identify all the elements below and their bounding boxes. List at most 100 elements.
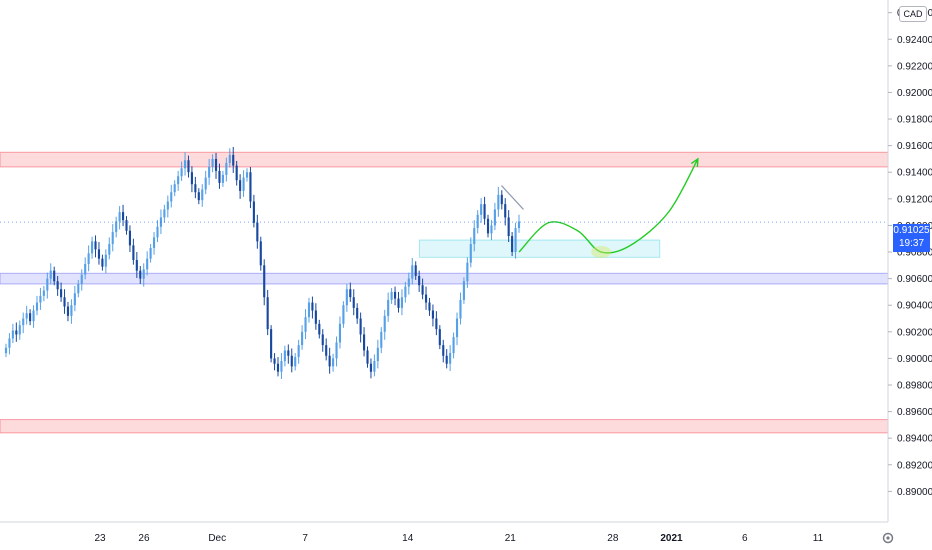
candle-body	[383, 315, 386, 332]
candle-body	[228, 154, 231, 163]
x-tick-label: 11	[813, 533, 824, 544]
candle-body	[15, 330, 18, 335]
candle-body	[452, 337, 455, 354]
candle-body	[480, 204, 483, 215]
y-tick-label: 0.90000	[897, 354, 932, 365]
candle-body	[256, 222, 259, 242]
candle-body	[473, 228, 476, 245]
candle-body	[94, 241, 97, 250]
candle-body	[338, 323, 342, 343]
candle-body	[146, 258, 149, 270]
candle-body	[225, 162, 228, 175]
candle-body	[235, 165, 238, 181]
candle-body	[49, 270, 52, 279]
y-tick-label: 0.91200	[897, 194, 932, 205]
candle-body	[197, 192, 200, 201]
candle-body	[91, 241, 94, 254]
candle-body	[266, 297, 269, 330]
candle-body	[204, 177, 207, 190]
candle-body	[332, 358, 335, 367]
candle-body	[128, 230, 132, 246]
candle-body	[194, 184, 197, 193]
candle-body	[53, 270, 56, 282]
candle-body	[411, 265, 414, 279]
candle-body	[359, 318, 362, 335]
candle-body	[190, 172, 193, 185]
candle-body	[290, 355, 293, 367]
candle-body	[87, 253, 90, 264]
candle-body	[373, 361, 376, 372]
candle-body	[459, 299, 462, 319]
candle-body	[70, 305, 73, 316]
candle-body	[352, 297, 355, 308]
candle-body	[118, 212, 121, 222]
candle-body	[46, 278, 49, 291]
candle-body	[84, 263, 87, 275]
projection-arrowhead	[690, 157, 699, 167]
candle-body	[142, 269, 145, 279]
candle-body	[8, 338, 11, 348]
candle-body	[304, 317, 307, 332]
candle-body	[211, 158, 214, 167]
candle-body	[108, 244, 111, 255]
candle-body	[424, 294, 428, 303]
candle-body	[325, 345, 328, 356]
candle-body	[328, 355, 331, 367]
candle-body	[263, 265, 266, 298]
candle-body	[314, 310, 317, 324]
candle-body	[342, 305, 345, 324]
countdown-timer: 19:37	[898, 238, 925, 249]
candle-body	[428, 302, 431, 311]
currency-badge[interactable]: CAD	[899, 6, 927, 22]
candle-body	[56, 281, 59, 290]
candle-body	[187, 160, 190, 173]
candle-body	[249, 172, 252, 202]
candle-body	[135, 260, 138, 271]
candle-body	[362, 334, 366, 351]
gear-icon[interactable]	[880, 530, 896, 546]
candle-body	[431, 310, 434, 319]
candle-body	[63, 297, 66, 307]
x-tick-label: Dec	[208, 533, 226, 544]
candle-body	[239, 180, 242, 191]
candle-body	[152, 237, 156, 249]
candle-body	[307, 302, 311, 318]
candle-body	[232, 154, 235, 166]
candle-body	[311, 302, 314, 311]
candle-body	[139, 270, 142, 279]
y-tick-label: 0.89000	[897, 487, 932, 498]
candle-body	[400, 297, 404, 308]
candle-body	[156, 226, 159, 238]
candle-body	[80, 274, 83, 284]
candle-body	[335, 342, 338, 359]
candle-body	[32, 310, 35, 322]
candle-body	[455, 318, 459, 338]
candle-body	[35, 302, 39, 311]
candle-body	[407, 278, 410, 287]
candle-body	[22, 318, 25, 326]
y-tick-label: 0.89400	[897, 434, 932, 445]
candle-body	[490, 225, 493, 234]
candle-body	[497, 194, 500, 210]
candle-body	[4, 347, 8, 354]
candle-body	[25, 313, 28, 319]
candle-body	[500, 194, 503, 205]
y-tick-label: 0.90800	[897, 248, 932, 259]
candle-body	[421, 285, 424, 295]
candle-body	[404, 286, 407, 298]
support-zone	[0, 272, 889, 285]
candle-body	[201, 189, 204, 201]
candle-body	[517, 221, 521, 229]
x-tick-label: 7	[302, 533, 308, 544]
candle-body	[418, 275, 421, 286]
x-tick-label: 6	[742, 533, 748, 544]
candle-body	[270, 329, 273, 359]
y-tick-label: 0.91400	[897, 168, 932, 179]
candle-body	[435, 318, 438, 330]
candle-body	[149, 248, 152, 259]
candle-body	[387, 299, 390, 316]
candle-body	[511, 236, 514, 253]
candle-body	[218, 170, 221, 183]
